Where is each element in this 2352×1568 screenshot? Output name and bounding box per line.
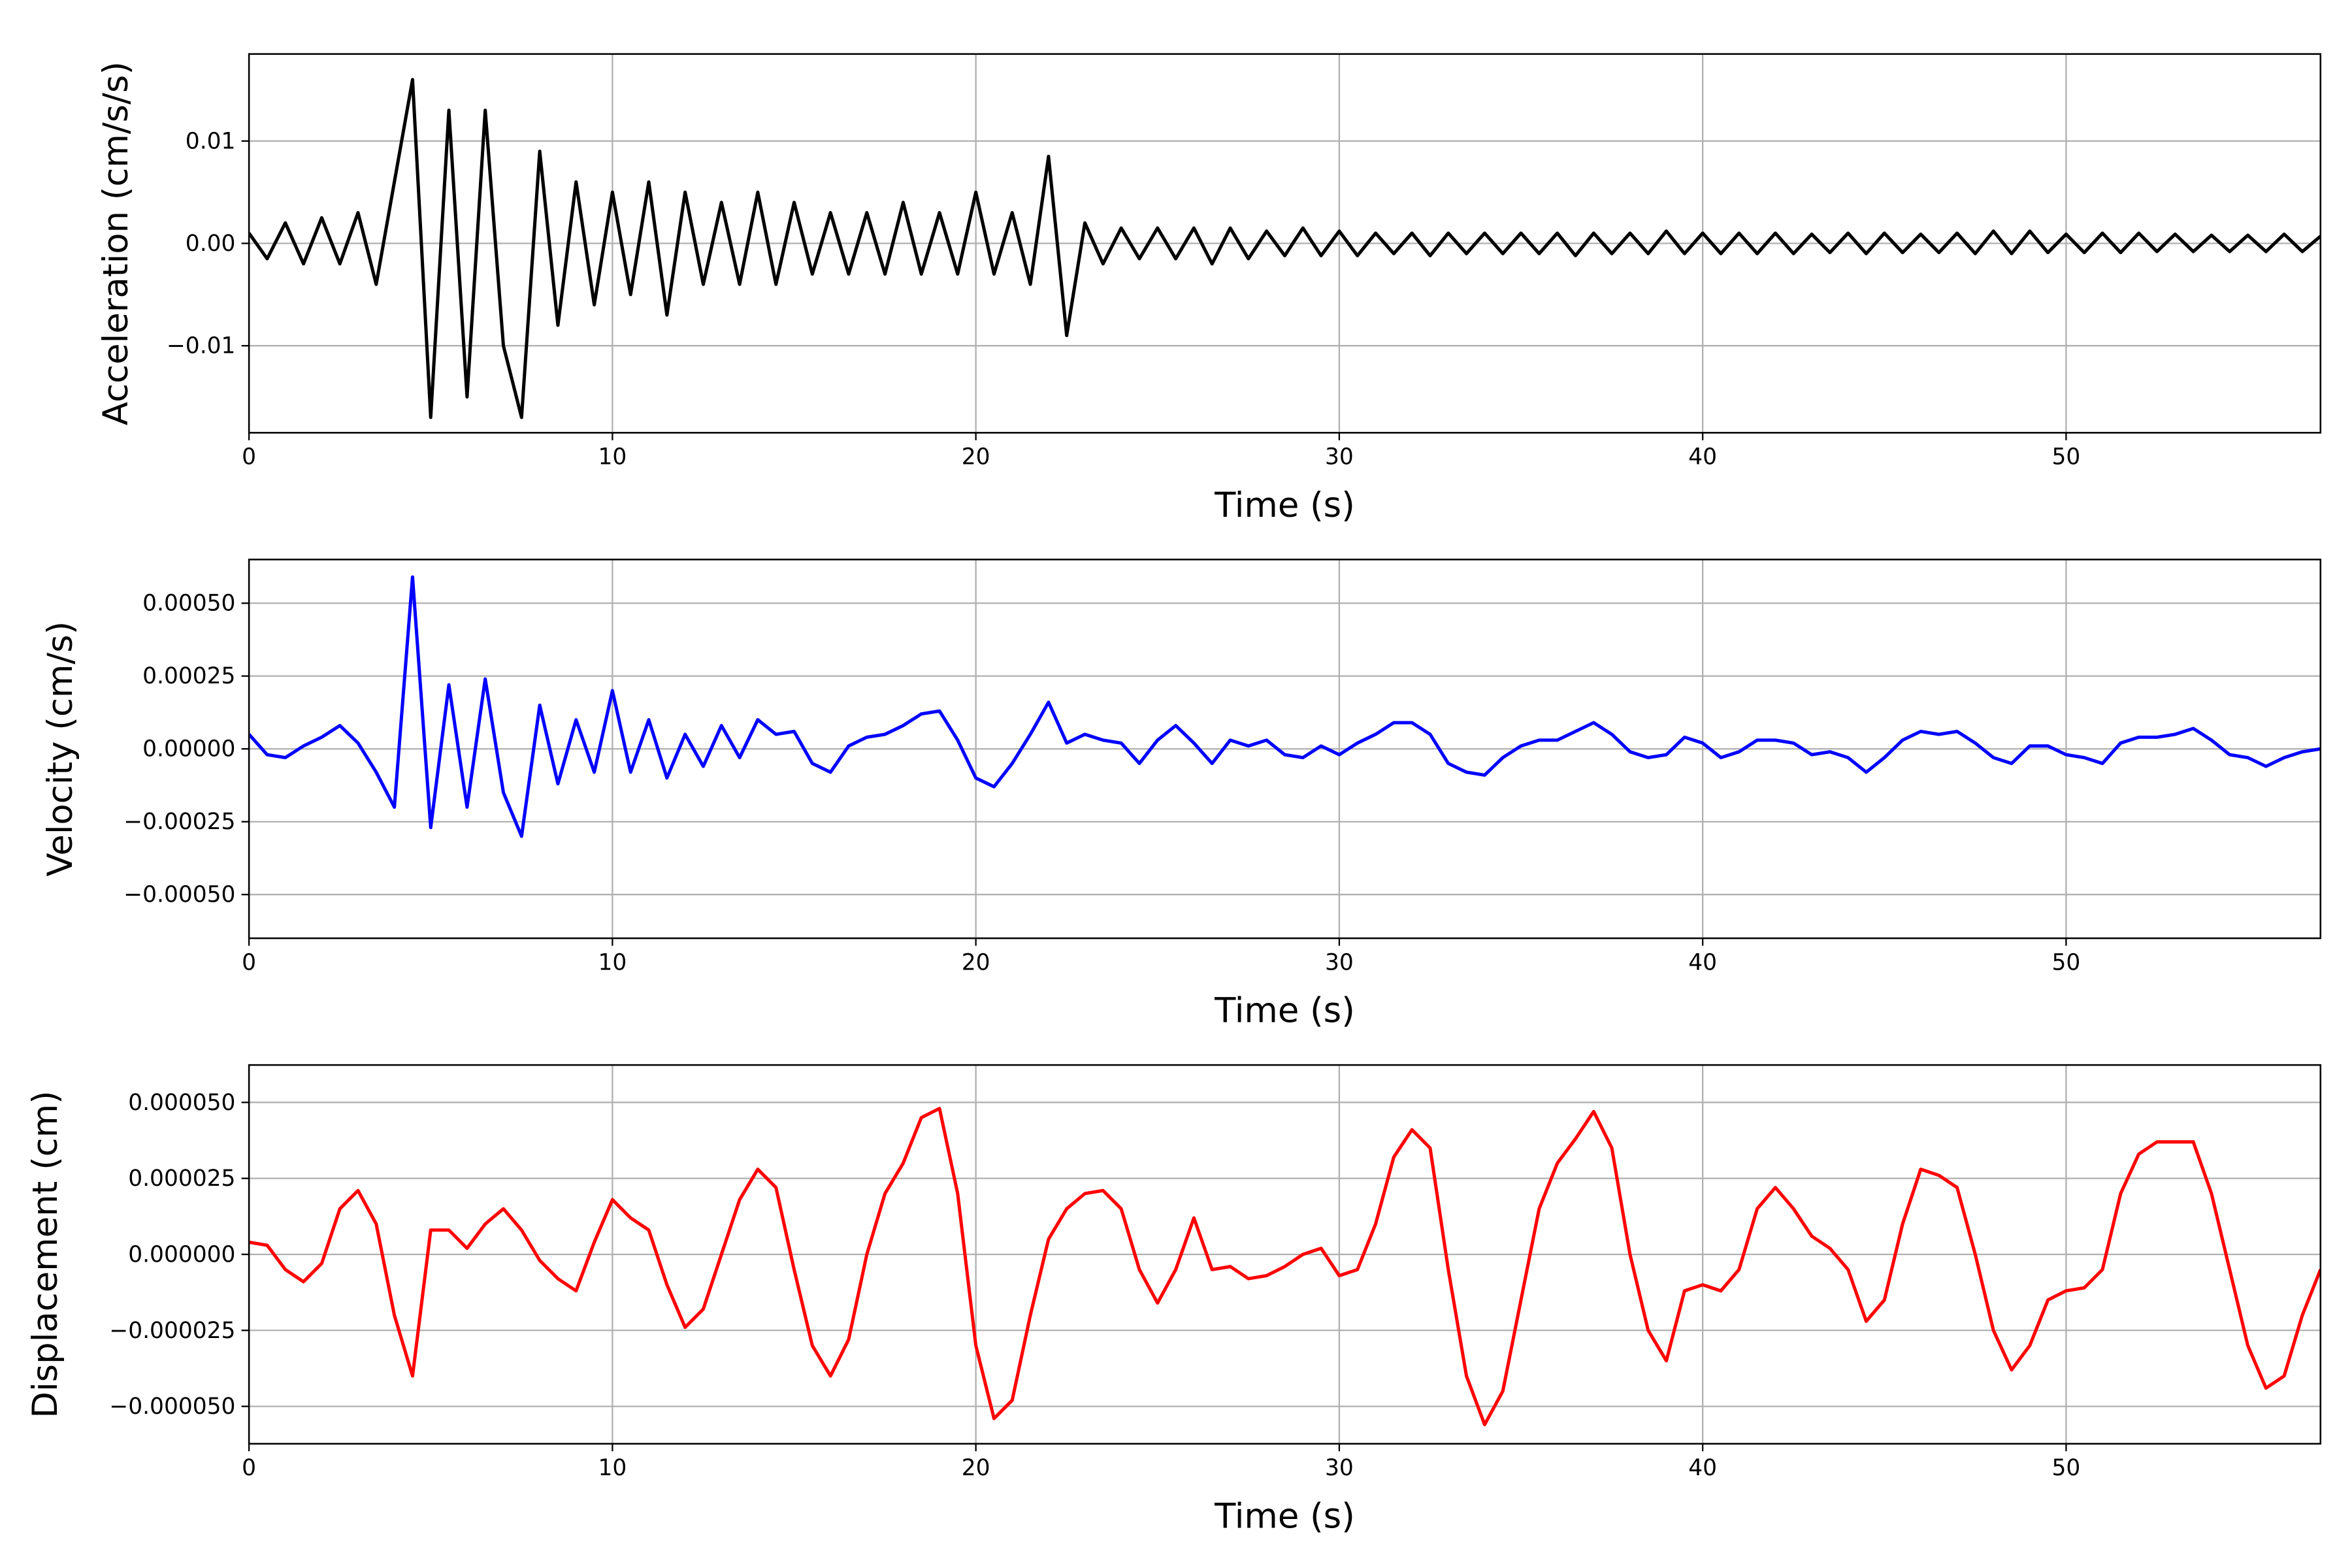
x-tick-label: 20 [962, 949, 990, 975]
y-tick-label: 0.000000 [128, 1241, 235, 1267]
y-tick-label: 0.01 [186, 128, 236, 154]
data-line [249, 78, 2321, 419]
x-tick-label: 50 [2052, 444, 2081, 470]
y-tick-label: 0.000025 [128, 1166, 235, 1192]
x-tick-label: 50 [2052, 1455, 2081, 1481]
x-tick-label: 50 [2052, 949, 2081, 975]
y-axis-label: Acceleration (cm/s/s) [96, 61, 136, 425]
x-axis-label: Time (s) [1214, 991, 1355, 1031]
x-tick-label: 30 [1325, 444, 1354, 470]
x-tick-label: 0 [242, 1455, 256, 1481]
x-tick-label: 30 [1325, 1455, 1354, 1481]
y-tick-label: −0.01 [167, 333, 235, 359]
axes-frame [248, 53, 2322, 434]
x-tick-label: 10 [598, 1455, 627, 1481]
axes-frame [248, 559, 2322, 939]
x-tick-label: 40 [1688, 949, 1717, 975]
y-tick-label: −0.000025 [109, 1318, 235, 1344]
x-tick-label: 30 [1325, 949, 1354, 975]
x-tick-label: 0 [242, 444, 256, 470]
plot-area [249, 575, 2321, 838]
y-axis-label: Displacement (cm) [25, 1090, 65, 1418]
y-tick-label: 0.00 [186, 231, 236, 257]
y-tick-label: −0.00025 [123, 809, 235, 835]
y-tick-label: 0.00050 [142, 591, 235, 617]
x-tick-label: 20 [962, 1455, 990, 1481]
y-tick-label: −0.00050 [123, 882, 235, 908]
data-line [249, 1107, 2321, 1427]
y-tick-label: 0.00025 [142, 663, 235, 689]
axes-frame [248, 1064, 2322, 1445]
x-axis-label: Time (s) [1214, 1496, 1355, 1536]
y-axis-label: Velocity (cm/s) [41, 621, 80, 877]
data-line [249, 575, 2321, 838]
y-tick-label: −0.000050 [109, 1394, 235, 1420]
x-tick-label: 0 [242, 949, 256, 975]
x-tick-label: 40 [1688, 1455, 1717, 1481]
x-tick-label: 10 [598, 444, 627, 470]
y-tick-label: 0.000050 [128, 1090, 235, 1116]
y-tick-label: 0.00000 [142, 736, 235, 762]
plot-area [249, 78, 2321, 419]
x-tick-label: 40 [1688, 444, 1717, 470]
x-tick-label: 20 [962, 444, 990, 470]
plot-area [249, 1107, 2321, 1427]
x-tick-label: 10 [598, 949, 627, 975]
x-axis-label: Time (s) [1214, 485, 1355, 525]
